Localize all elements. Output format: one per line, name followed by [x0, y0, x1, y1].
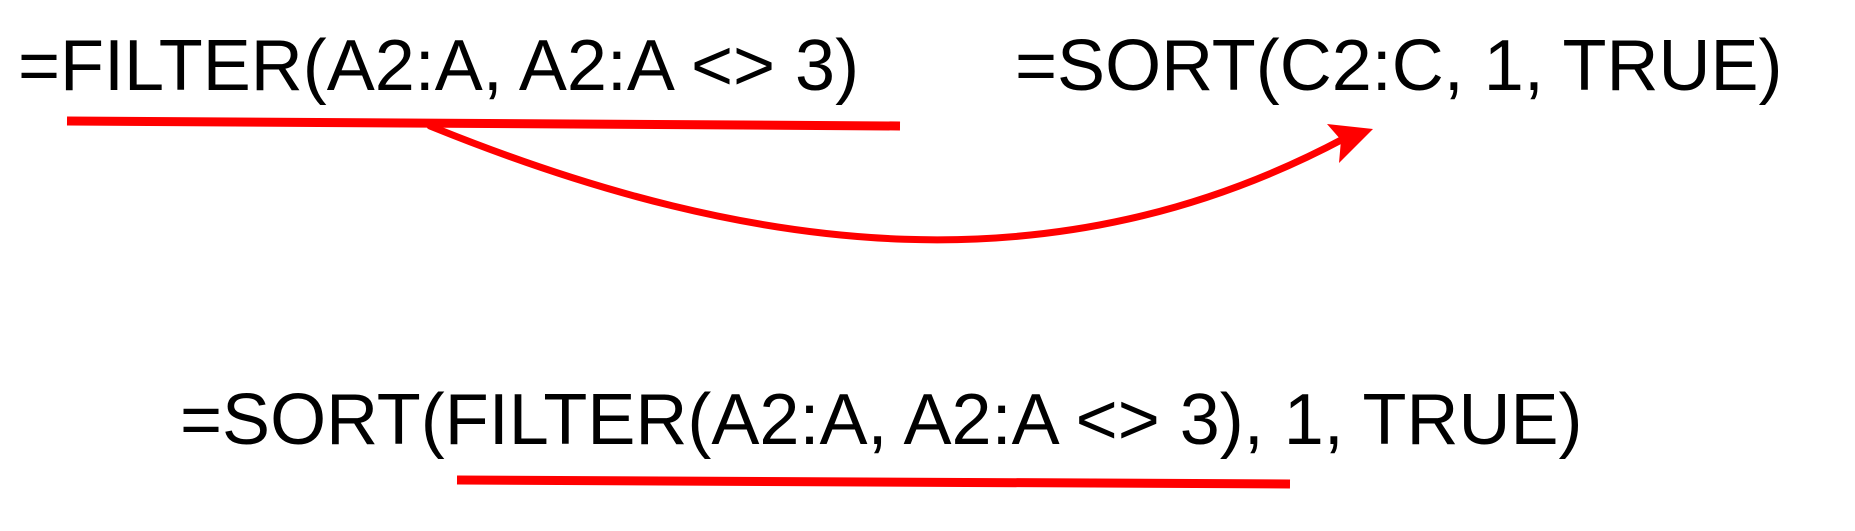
sort-formula: =SORT(C2:C, 1, TRUE) — [1015, 26, 1783, 106]
combined-formula: =SORT(FILTER(A2:A, A2:A <> 3), 1, TRUE) — [180, 380, 1583, 460]
filter-formula: =FILTER(A2:A, A2:A <> 3) — [18, 26, 860, 106]
filter-underline — [66, 116, 901, 131]
nested-filter-underline — [456, 475, 1291, 489]
substitution-arrow — [426, 122, 1349, 244]
arrow-head-icon — [1327, 124, 1373, 163]
